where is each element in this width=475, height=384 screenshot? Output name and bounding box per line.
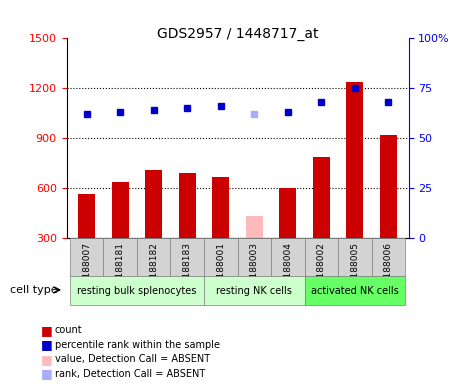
FancyBboxPatch shape <box>338 238 371 276</box>
Text: value, Detection Call = ABSENT: value, Detection Call = ABSENT <box>55 354 210 364</box>
FancyBboxPatch shape <box>70 276 204 305</box>
FancyBboxPatch shape <box>204 276 304 305</box>
Text: GSM188183: GSM188183 <box>183 242 192 297</box>
Text: activated NK cells: activated NK cells <box>311 286 399 296</box>
Bar <box>246 217 263 238</box>
Text: ■: ■ <box>40 338 52 351</box>
Text: GSM188002: GSM188002 <box>317 242 326 297</box>
Bar <box>212 177 229 238</box>
Text: GSM188004: GSM188004 <box>283 242 292 297</box>
Bar <box>346 82 363 238</box>
Bar <box>112 182 129 238</box>
Text: count: count <box>55 325 82 335</box>
Text: resting NK cells: resting NK cells <box>216 286 292 296</box>
Text: GSM188005: GSM188005 <box>351 242 360 297</box>
FancyBboxPatch shape <box>70 238 104 276</box>
Bar <box>313 157 330 238</box>
FancyBboxPatch shape <box>304 238 338 276</box>
Bar <box>179 173 196 238</box>
FancyBboxPatch shape <box>137 238 171 276</box>
Text: GSM188007: GSM188007 <box>82 242 91 297</box>
Bar <box>78 194 95 238</box>
Text: resting bulk splenocytes: resting bulk splenocytes <box>77 286 197 296</box>
Text: percentile rank within the sample: percentile rank within the sample <box>55 340 219 350</box>
FancyBboxPatch shape <box>304 276 405 305</box>
Text: GSM188001: GSM188001 <box>216 242 225 297</box>
Text: GSM188181: GSM188181 <box>115 242 124 297</box>
Text: GSM188003: GSM188003 <box>250 242 259 297</box>
Text: ■: ■ <box>40 367 52 381</box>
FancyBboxPatch shape <box>371 238 405 276</box>
Bar <box>145 170 162 238</box>
Text: rank, Detection Call = ABSENT: rank, Detection Call = ABSENT <box>55 369 205 379</box>
FancyBboxPatch shape <box>171 238 204 276</box>
Bar <box>279 188 296 238</box>
FancyBboxPatch shape <box>238 238 271 276</box>
FancyBboxPatch shape <box>204 238 238 276</box>
Text: GDS2957 / 1448717_at: GDS2957 / 1448717_at <box>157 27 318 41</box>
Text: cell type: cell type <box>10 285 57 295</box>
Text: ■: ■ <box>40 353 52 366</box>
FancyBboxPatch shape <box>104 238 137 276</box>
Text: GSM188006: GSM188006 <box>384 242 393 297</box>
FancyBboxPatch shape <box>271 238 304 276</box>
Bar <box>380 135 397 238</box>
Text: ■: ■ <box>40 324 52 337</box>
Text: GSM188182: GSM188182 <box>149 242 158 297</box>
